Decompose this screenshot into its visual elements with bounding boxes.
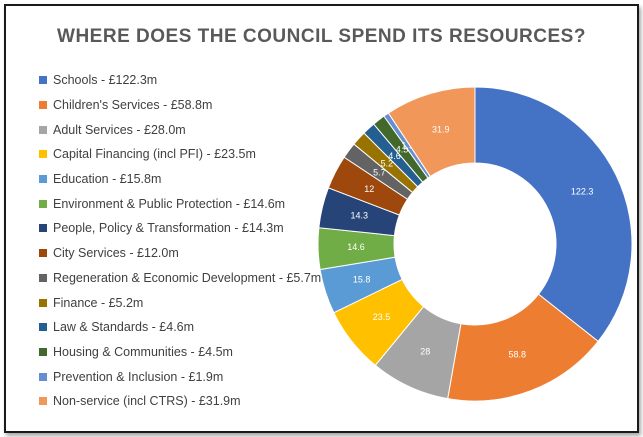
legend-item: Regeneration & Economic Development - £5…: [39, 266, 339, 291]
data-label: 58.8: [509, 350, 527, 360]
legend-swatch: [39, 323, 47, 332]
chart-title: WHERE DOES THE COUNCIL SPEND ITS RESOURC…: [57, 26, 586, 47]
legend-swatch: [39, 347, 47, 356]
donut-chart: 122.3 58.8 28 23.5 15.8 14.6 14.3 12 5.75.24.64.…: [317, 86, 633, 402]
legend-swatch: [39, 76, 47, 85]
legend-item: Non-service (incl CTRS) - £31.9m: [39, 389, 339, 414]
data-label: 12: [364, 184, 374, 194]
legend-swatch: [39, 125, 47, 134]
legend-label: Law & Standards - £4.6m: [53, 320, 195, 335]
legend-label: Finance - £5.2m: [53, 295, 144, 310]
legend-label: City Services - £12.0m: [53, 246, 179, 261]
legend-swatch: [39, 298, 47, 307]
legend-label: Regeneration & Economic Development - £5…: [53, 270, 322, 285]
chart-frame: WHERE DOES THE COUNCIL SPEND ITS RESOURC…: [4, 4, 639, 433]
legend-item: Housing & Communities - £4.5m: [39, 340, 339, 365]
legend-swatch: [39, 397, 47, 406]
legend-swatch: [39, 249, 47, 258]
legend-item: City Services - £12.0m: [39, 241, 339, 266]
legend-label: Schools - £122.3m: [53, 73, 158, 88]
legend-label: Prevention & Inclusion - £1.9m: [53, 369, 224, 384]
legend-swatch: [39, 150, 47, 159]
legend-swatch: [39, 101, 47, 110]
legend-item: Adult Services - £28.0m: [39, 117, 339, 142]
legend-item: Environment & Public Protection - £14.6m: [39, 191, 339, 216]
legend-label: Children's Services - £58.8m: [53, 98, 213, 113]
data-label: 31.9: [432, 124, 450, 134]
legend-swatch: [39, 199, 47, 208]
data-label: 5.2: [381, 158, 394, 168]
data-label: 14.3: [351, 211, 369, 221]
legend-label: Capital Financing (incl PFI) - £23.5m: [53, 147, 256, 162]
legend-swatch: [39, 273, 47, 282]
legend-label: Education - £15.8m: [53, 172, 162, 187]
data-label: 28: [420, 346, 430, 356]
legend-label: People, Policy & Transformation - £14.3m: [53, 221, 284, 236]
legend-item: Schools - £122.3m: [39, 68, 339, 93]
data-label: 15.8: [353, 274, 371, 284]
data-label: 5.7: [373, 168, 386, 178]
legend-item: Capital Financing (incl PFI) - £23.5m: [39, 142, 339, 167]
legend-item: Prevention & Inclusion - £1.9m: [39, 364, 339, 389]
legend-swatch: [39, 224, 47, 233]
legend-swatch: [39, 175, 47, 184]
legend-item: People, Policy & Transformation - £14.3m: [39, 216, 339, 241]
data-label: 4.5: [396, 144, 409, 154]
data-label: 14.6: [347, 242, 365, 252]
data-label: 122.3: [571, 187, 594, 197]
legend-label: Adult Services - £28.0m: [53, 122, 186, 137]
legend-item: Education - £15.8m: [39, 167, 339, 192]
legend-label: Environment & Public Protection - £14.6m: [53, 196, 286, 211]
pie-slice: [387, 86, 476, 178]
legend-label: Housing & Communities - £4.5m: [53, 344, 233, 359]
data-label: 1.9: [401, 140, 414, 150]
legend-swatch: [39, 372, 47, 381]
pie-slice: [474, 86, 633, 343]
legend-item: Finance - £5.2m: [39, 290, 339, 315]
legend-label: Non-service (incl CTRS) - £31.9m: [53, 394, 241, 409]
chart-legend: Schools - £122.3m Children's Services - £…: [39, 68, 339, 414]
data-label: 4.6: [388, 151, 401, 161]
legend-item: Children's Services - £58.8m: [39, 93, 339, 118]
data-label: 23.5: [373, 312, 391, 322]
legend-item: Law & Standards - £4.6m: [39, 315, 339, 340]
pie-slice: [447, 293, 599, 402]
